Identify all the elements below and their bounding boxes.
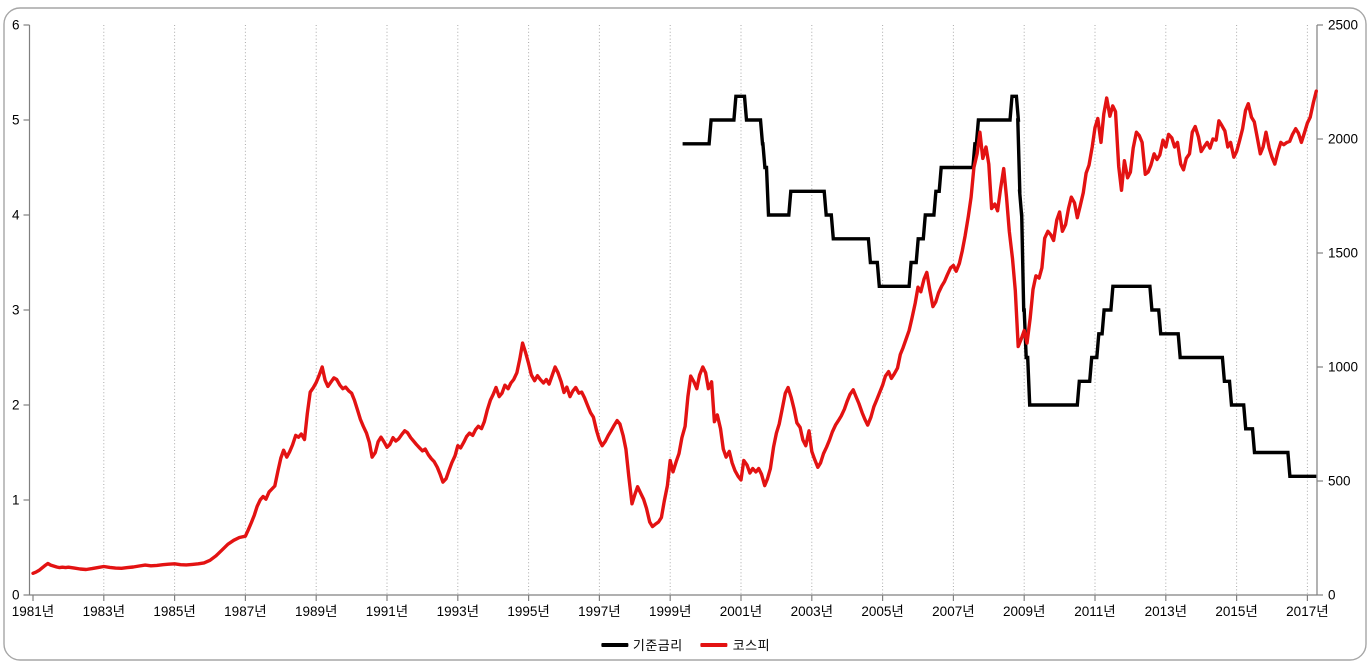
legend-label-kospi: 코스피 [732, 638, 771, 653]
base-rate-line-swatch [600, 642, 628, 647]
right-axis-tick-label: 1500 [1328, 246, 1358, 261]
x-axis-tick-label: 2003년 [791, 604, 833, 619]
x-axis-tick-label: 1995년 [507, 604, 549, 619]
series-lines [31, 89, 1319, 575]
x-axis-tick-label: 1991년 [366, 604, 408, 619]
legend: 기준금리 코스피 [600, 635, 771, 654]
legend-item-base-rate: 기준금리 [600, 635, 683, 654]
left-axis-tick-label: 4 [12, 208, 20, 223]
right-axis-tick-label: 0 [1328, 588, 1336, 603]
x-axis-tick-label: 1981년 [12, 604, 54, 619]
legend-item-kospi: 코스피 [700, 635, 771, 654]
x-axis-tick-label: 2009년 [1003, 604, 1045, 619]
left-axis-tick-label: 5 [12, 113, 20, 128]
gridlines [103, 25, 1308, 595]
chart-border [3, 7, 1367, 661]
left-axis-tick-label: 1 [12, 493, 20, 508]
x-axis-tick-label: 2005년 [861, 604, 903, 619]
left-axis-tick-label: 3 [12, 303, 20, 318]
right-axis-tick-label: 500 [1328, 474, 1351, 489]
x-axis-tick-label: 2001년 [720, 604, 762, 619]
right-axis-tick-label: 2000 [1328, 132, 1358, 147]
base-rate-line [682, 94, 1317, 478]
axes [23, 24, 1323, 601]
x-axis-tick-label: 2011년 [1074, 604, 1115, 619]
x-axis-tick-label: 2017년 [1286, 604, 1328, 619]
x-axis-tick-label: 1983년 [83, 604, 125, 619]
x-axis-tick-label: 1989년 [295, 604, 337, 619]
left-axis-tick-label: 0 [12, 588, 20, 603]
axis-labels: 0 1 2 3 4 5 6 0 500 1000 1500 2000 2500 1981년 1983년 198… [12, 18, 1358, 620]
right-axis-tick-label: 1000 [1328, 360, 1358, 375]
left-axis-tick-label: 6 [12, 18, 20, 33]
x-axis-tick-label: 1999년 [649, 604, 691, 619]
legend-label-base-rate: 기준금리 [632, 638, 683, 653]
x-axis-tick-label: 1997년 [578, 604, 620, 619]
x-axis-tick-label: 1993년 [437, 604, 479, 619]
x-axis-tick-label: 1985년 [153, 604, 195, 619]
x-axis-tick-label: 2015년 [1215, 604, 1257, 619]
right-axis-tick-label: 2500 [1328, 18, 1358, 33]
kospi-line-swatch [700, 642, 728, 647]
kospi-line [31, 89, 1319, 575]
x-axis-tick-label: 2013년 [1145, 604, 1187, 619]
x-axis-tick-label: 2007년 [932, 604, 974, 619]
x-axis-tick-label: 1987년 [224, 604, 266, 619]
left-axis-tick-label: 2 [12, 398, 20, 413]
